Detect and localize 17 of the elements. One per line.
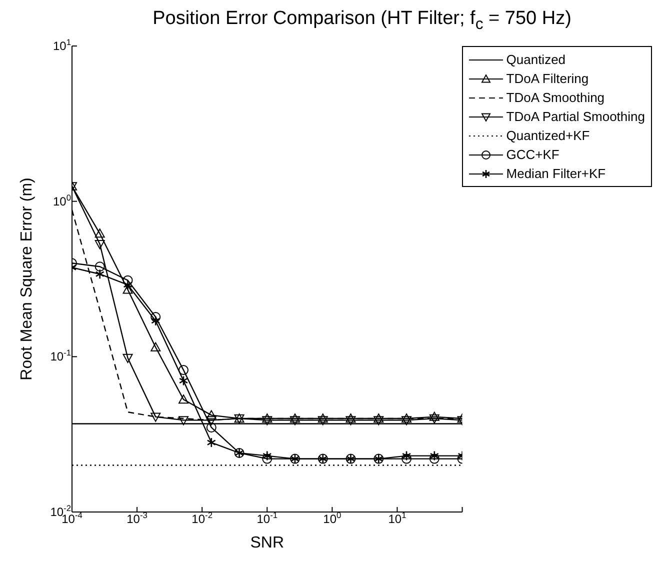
x-axis-title: SNR [250,534,284,552]
y-tick-label: 10$^{1}$ [52,37,72,53]
x-tick-label: 10$^{-1}$ [256,510,278,526]
y-tick-label: 10$^{0}$ [52,192,72,208]
x-tick-label: 10$^{-3}$ [126,510,148,526]
x-tick-label: 10$^{-4}$ [62,510,83,526]
y-axis-title: Root Mean Square Error (m) [18,178,36,380]
legend-label: TDoA Partial Smoothing [506,109,645,124]
legend-label: Median Filter+KF [506,166,606,181]
y-tick-label: 10$^{-1}$ [50,348,72,364]
legend-label: TDoA Filtering [506,71,589,86]
x-tick-label: 10$^{1}$ [388,510,407,526]
chart-title: Position Error Comparison (HT Filter; f$_{c}$ = 750 Hz) [152,8,572,35]
legend-label: GCC+KF [506,147,560,162]
legend-label: Quantized [506,52,566,67]
legend-label: TDoA Smoothing [506,90,605,105]
legend-label: Quantized+KF [506,128,590,143]
